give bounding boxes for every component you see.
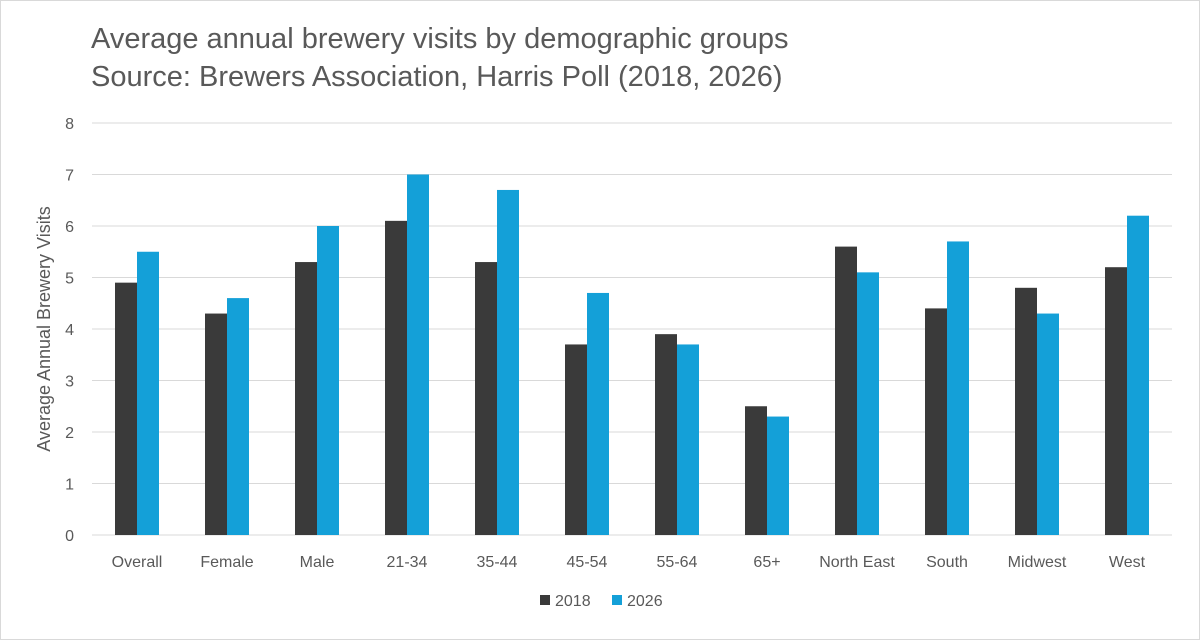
y-tick-label: 8 bbox=[65, 116, 74, 133]
x-tick-label: Female bbox=[200, 554, 253, 571]
x-tick-label: North East bbox=[819, 554, 895, 571]
legend-label-2018: 2018 bbox=[555, 593, 591, 610]
bar-2018-north-east bbox=[835, 246, 857, 535]
bar-2026-west bbox=[1127, 215, 1149, 535]
legend-label-2026: 2026 bbox=[627, 593, 663, 610]
bar-2026-south bbox=[947, 241, 969, 535]
bar-2018-21-34 bbox=[385, 220, 407, 535]
bar-2018-south bbox=[925, 308, 947, 535]
bar-2026-north-east bbox=[857, 272, 879, 535]
x-tick-label: West bbox=[1109, 554, 1146, 571]
chart-title: Average annual brewery visits by demogra… bbox=[91, 23, 789, 55]
y-tick-label: 5 bbox=[65, 271, 74, 288]
bar-2026-55-64 bbox=[677, 344, 699, 535]
bar-2026-45-54 bbox=[587, 292, 609, 535]
x-tick-label: Overall bbox=[112, 554, 163, 571]
y-tick-label: 1 bbox=[65, 477, 74, 494]
bar-2018-55-64 bbox=[655, 334, 677, 535]
y-tick-label: 3 bbox=[65, 374, 74, 391]
y-tick-label: 2 bbox=[65, 425, 74, 442]
bar-2026-65+ bbox=[767, 416, 789, 535]
x-tick-label: 35-44 bbox=[477, 554, 518, 571]
x-tick-label: South bbox=[926, 554, 968, 571]
bar-2018-male bbox=[295, 262, 317, 535]
y-tick-label: 6 bbox=[65, 219, 74, 236]
bar-2026-female bbox=[227, 298, 249, 535]
x-tick-label: 21-34 bbox=[387, 554, 428, 571]
bar-2026-35-44 bbox=[497, 189, 519, 535]
legend-swatch-2026 bbox=[612, 595, 622, 605]
legend-swatch-2018 bbox=[540, 595, 550, 605]
y-axis-title: Average Annual Brewery Visits bbox=[34, 206, 54, 451]
bar-2018-midwest bbox=[1015, 287, 1037, 535]
y-tick-label: 7 bbox=[65, 168, 74, 185]
y-tick-label: 4 bbox=[65, 322, 74, 339]
bar-2026-21-34 bbox=[407, 174, 429, 535]
bar-2026-overall bbox=[137, 251, 159, 535]
x-tick-label: Midwest bbox=[1008, 554, 1067, 571]
bar-2018-45-54 bbox=[565, 344, 587, 535]
bar-2018-65+ bbox=[745, 406, 767, 535]
bar-2026-male bbox=[317, 226, 339, 535]
x-tick-label: Male bbox=[300, 554, 335, 571]
x-tick-label: 65+ bbox=[753, 554, 780, 571]
bar-2018-west bbox=[1105, 267, 1127, 535]
x-tick-label: 45-54 bbox=[567, 554, 608, 571]
x-tick-label: 55-64 bbox=[657, 554, 698, 571]
chart-subtitle: Source: Brewers Association, Harris Poll… bbox=[91, 61, 783, 93]
bar-2018-35-44 bbox=[475, 262, 497, 535]
y-tick-label: 0 bbox=[65, 528, 74, 545]
bar-2018-female bbox=[205, 313, 227, 535]
bar-2026-midwest bbox=[1037, 313, 1059, 535]
bar-2018-overall bbox=[115, 282, 137, 535]
